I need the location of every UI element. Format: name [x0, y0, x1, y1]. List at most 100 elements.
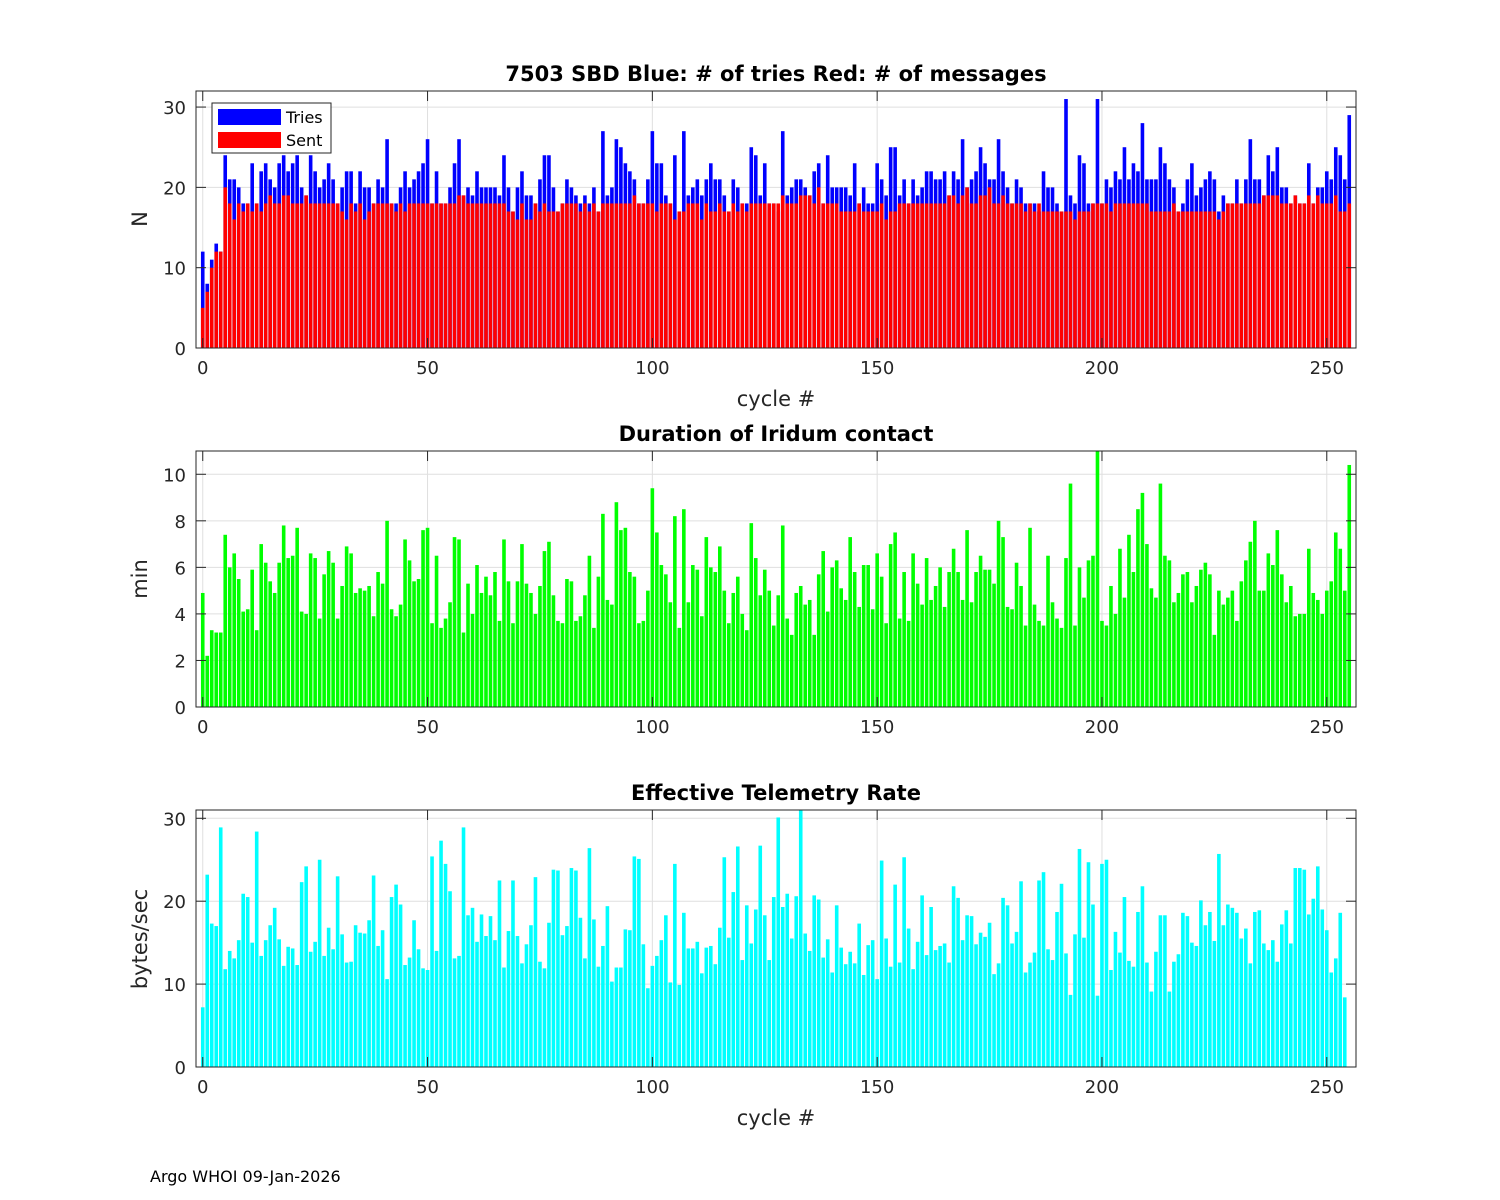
tries-plot-area	[196, 91, 1356, 348]
rate-bar-rate	[529, 925, 533, 1067]
duration-bar-duration	[385, 520, 389, 707]
duration-bar-duration	[263, 562, 268, 707]
duration-bar-duration	[308, 553, 313, 707]
rate-bar-rate	[1203, 925, 1208, 1067]
tries-bar-sent	[1230, 203, 1235, 348]
duration-bar-duration	[992, 583, 996, 707]
rate-bar-rate	[780, 906, 785, 1067]
tries-bar-sent	[637, 203, 641, 348]
duration-bar-duration	[709, 567, 713, 707]
rate-bar-rate	[677, 984, 682, 1067]
rate-bar-rate	[322, 955, 326, 1067]
duration-bar-duration	[538, 585, 542, 707]
tries-bar-sent	[533, 203, 538, 348]
duration-bar-duration	[637, 623, 641, 707]
duration-bar-duration	[1113, 613, 1118, 707]
rate-bar-rate	[1136, 911, 1140, 1067]
duration-bar-duration	[920, 604, 924, 707]
duration-bar-duration	[214, 632, 219, 707]
rate-bar-rate	[538, 961, 542, 1067]
duration-bar-duration	[695, 569, 700, 707]
duration-bar-duration	[1014, 562, 1019, 707]
duration-bar-duration	[1226, 597, 1230, 707]
duration-bar-duration	[879, 576, 884, 707]
duration-bar-duration	[798, 585, 803, 707]
tries-bar-sent	[758, 203, 763, 348]
tries-bar-sent	[668, 203, 673, 348]
duration-bar-duration	[218, 632, 223, 707]
tries-bar-sent	[1032, 211, 1037, 348]
tries-bar-sent	[340, 211, 344, 348]
tries-bar-sent	[731, 203, 736, 348]
duration-bar-duration	[655, 532, 659, 707]
rate-bar-rate	[1271, 940, 1275, 1067]
rate-bar-rate	[762, 915, 767, 1067]
duration-bar-duration	[434, 555, 439, 707]
tries-bar-sent	[250, 211, 254, 348]
duration-bar-duration	[897, 618, 902, 707]
tries-bar-sent	[1311, 203, 1316, 348]
duration-ytick-label: 6	[175, 558, 186, 579]
duration-bar-duration	[740, 613, 745, 707]
duration-bar-duration	[313, 558, 317, 707]
rate-bar-rate	[250, 942, 254, 1067]
rate-bar-rate	[731, 892, 736, 1067]
tries-bar-sent	[398, 203, 403, 348]
rate-bar-rate	[857, 923, 861, 1067]
duration-bar-duration	[1293, 616, 1298, 707]
rate-bar-rate	[484, 936, 488, 1067]
duration-bar-duration	[1118, 548, 1122, 707]
tries-bar-sent	[1140, 203, 1145, 348]
tries-bar-sent	[677, 211, 682, 348]
duration-bar-duration	[259, 544, 263, 707]
tries-xtick-label: 50	[416, 358, 439, 379]
rate-bar-rate	[879, 860, 884, 1067]
rate-ytick-label: 0	[175, 1058, 186, 1079]
rate-bar-rate	[713, 964, 718, 1067]
tries-bar-sent	[915, 203, 920, 348]
duration-bar-duration	[533, 613, 538, 707]
rate-bar-rate	[897, 962, 902, 1067]
tries-bar-sent	[1055, 211, 1059, 348]
tries-bar-sent	[1221, 211, 1226, 348]
duration-bar-duration	[223, 534, 228, 707]
tries-bar-sent	[659, 203, 664, 348]
rate-bar-rate	[1190, 942, 1194, 1067]
rate-bar-rate	[870, 940, 875, 1067]
duration-bar-duration	[578, 616, 583, 707]
rate-bar-rate	[1181, 912, 1185, 1067]
tries-bar-sent	[1122, 203, 1127, 348]
tries-bar-sent	[987, 187, 992, 348]
rate-bar-rate	[619, 967, 623, 1067]
rate-bar-rate	[407, 957, 412, 1067]
duration-bar-duration	[1203, 562, 1208, 707]
tries-bar-sent	[1324, 203, 1329, 348]
tries-bar-sent	[493, 203, 497, 348]
tries-bar-sent	[1118, 203, 1122, 348]
tries-bar-sent	[1095, 203, 1100, 348]
rate-bar-rate	[1293, 868, 1298, 1067]
tries-bar-sent	[461, 195, 466, 348]
tries-bar-sent	[718, 203, 722, 348]
duration-bar-duration	[403, 539, 407, 707]
tries-bar-sent	[610, 203, 614, 348]
tries-bar-sent	[272, 203, 277, 348]
rate-bar-rate	[709, 945, 713, 1067]
tries-bar-sent	[1104, 203, 1109, 348]
duration-bar-duration	[718, 546, 722, 707]
tries-bar-sent	[1001, 195, 1005, 348]
tries-xtick-label: 200	[1085, 358, 1119, 379]
duration-bar-duration	[713, 572, 718, 707]
tries-bar-sent	[852, 211, 857, 348]
rate-bar-rate	[1315, 866, 1320, 1067]
rate-bar-rate	[798, 810, 803, 1067]
tries-bar-sent	[394, 211, 398, 348]
rate-bar-rate	[659, 940, 664, 1067]
rate-bar-rate	[1185, 916, 1190, 1067]
rate-bar-rate	[394, 884, 398, 1067]
rate-bar-rate	[1306, 914, 1311, 1067]
tries-bar-sent	[1046, 211, 1050, 348]
duration-bar-duration	[753, 558, 758, 707]
duration-ytick-label: 4	[175, 605, 186, 626]
rate-bar-rate	[1122, 897, 1127, 1067]
